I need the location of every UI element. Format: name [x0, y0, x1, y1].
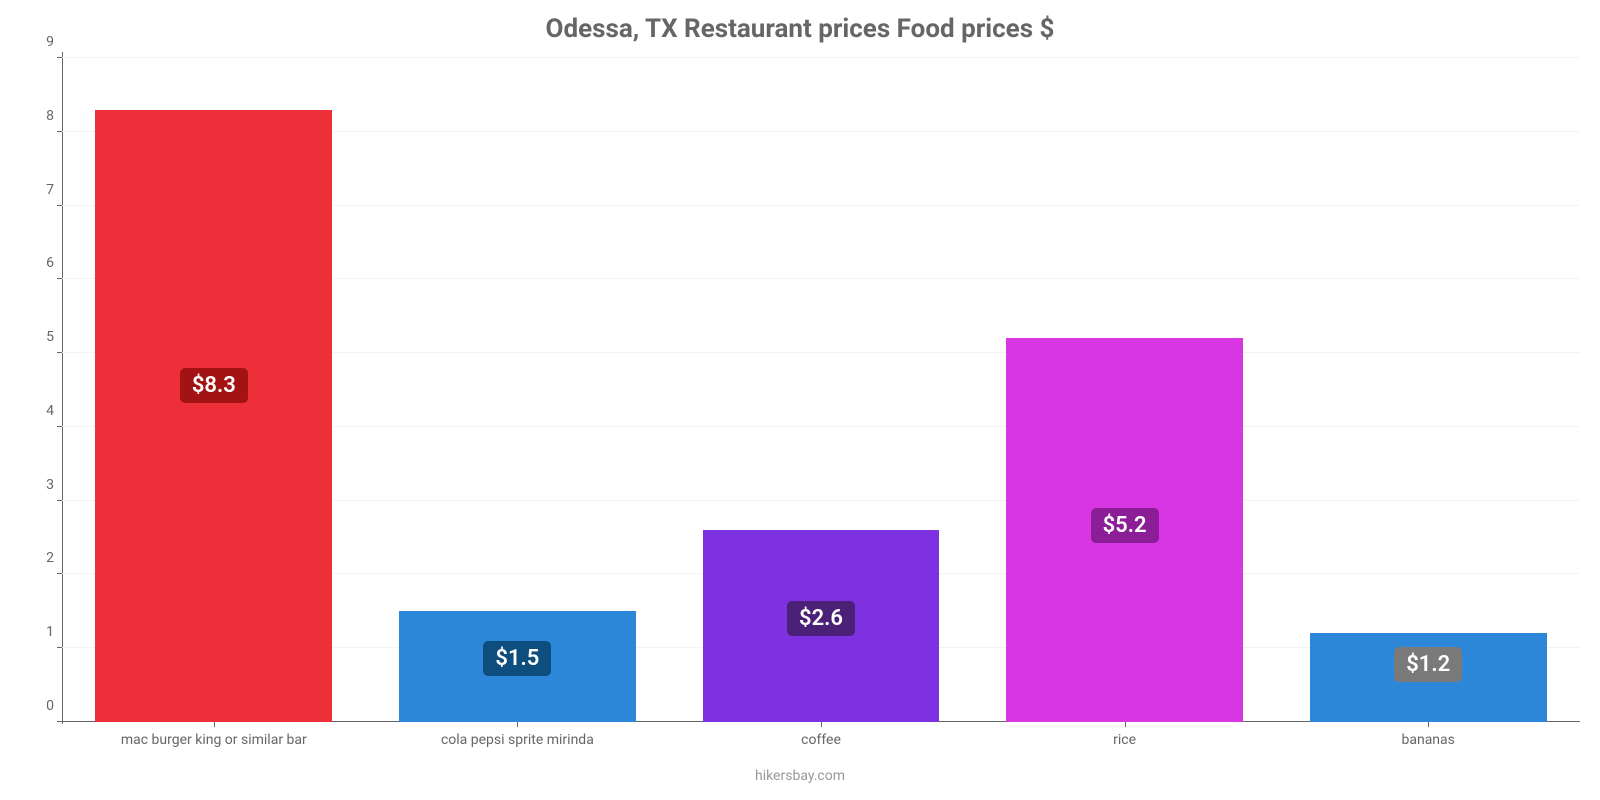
- value-label: $1.5: [483, 641, 551, 676]
- x-axis-label: mac burger king or similar bar: [121, 732, 307, 748]
- y-tick-label: 2: [46, 550, 62, 566]
- y-tick-label: 3: [46, 477, 62, 493]
- x-tick-mark: [517, 722, 518, 727]
- chart-footer: hikersbay.com: [0, 768, 1600, 784]
- x-axis-label: coffee: [801, 732, 841, 748]
- y-tick-mark: [57, 205, 62, 206]
- bar: [95, 110, 332, 722]
- x-axis-label: cola pepsi sprite mirinda: [441, 732, 594, 748]
- y-tick-mark: [57, 57, 62, 58]
- value-label: $2.6: [787, 601, 855, 636]
- x-tick-mark: [1428, 722, 1429, 727]
- y-tick-mark: [57, 573, 62, 574]
- y-tick-label: 4: [46, 403, 62, 419]
- y-tick-label: 0: [46, 698, 62, 714]
- x-axis-label: rice: [1113, 732, 1136, 748]
- y-tick-label: 1: [46, 624, 62, 640]
- y-tick-label: 8: [46, 108, 62, 124]
- y-tick-mark: [57, 131, 62, 132]
- gridline: [62, 57, 1580, 58]
- value-label: $8.3: [180, 368, 248, 403]
- x-tick-mark: [1125, 722, 1126, 727]
- y-tick-label: 5: [46, 329, 62, 345]
- x-axis-label: bananas: [1401, 732, 1454, 748]
- x-tick-mark: [821, 722, 822, 727]
- y-tick-label: 9: [46, 34, 62, 50]
- value-label: $5.2: [1091, 508, 1159, 543]
- value-label: $1.2: [1394, 647, 1462, 682]
- x-tick-mark: [214, 722, 215, 727]
- chart-title: Odessa, TX Restaurant prices Food prices…: [0, 14, 1600, 44]
- y-axis-line: [62, 52, 63, 724]
- plot-area: 0123456789$8.3mac burger king or similar…: [40, 58, 1580, 722]
- y-tick-mark: [57, 647, 62, 648]
- y-tick-label: 7: [46, 182, 62, 198]
- y-tick-mark: [57, 500, 62, 501]
- y-tick-mark: [57, 352, 62, 353]
- y-tick-mark: [57, 426, 62, 427]
- y-tick-mark: [57, 278, 62, 279]
- plot-inner: 0123456789$8.3mac burger king or similar…: [62, 58, 1580, 722]
- y-tick-mark: [57, 721, 62, 722]
- restaurant-prices-chart: Odessa, TX Restaurant prices Food prices…: [0, 0, 1600, 800]
- y-tick-label: 6: [46, 255, 62, 271]
